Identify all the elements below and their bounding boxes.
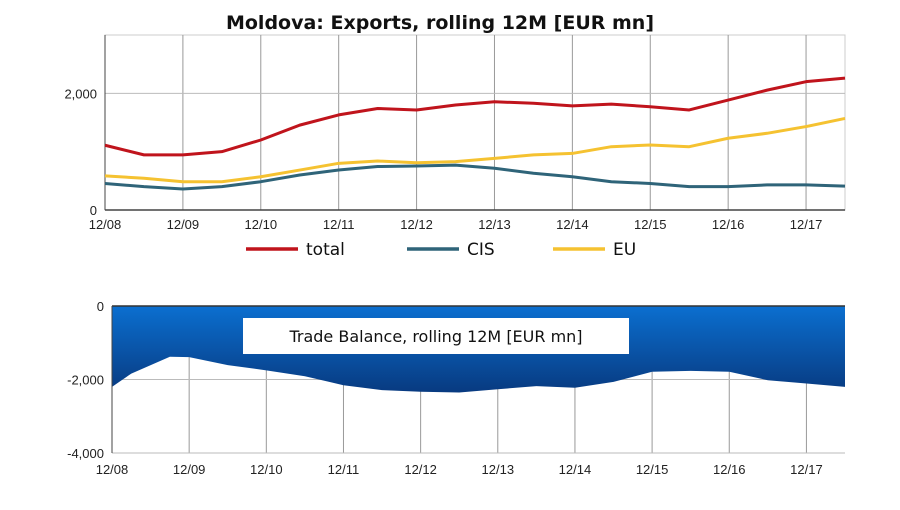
x-tick-label: 12/13 (482, 462, 515, 477)
series-line-total (104, 76, 846, 157)
series-line-cis (104, 163, 846, 191)
legend-label-eu: EU (613, 240, 636, 260)
annotation-box (243, 318, 629, 354)
x-tick-label: 12/13 (478, 217, 511, 232)
y-tick-label: 0 (90, 203, 97, 218)
legend-label-cis: CIS (467, 240, 495, 260)
trade-balance-title: Trade Balance, rolling 12M [EUR mn] (288, 327, 582, 346)
x-tick-label: 12/08 (96, 462, 129, 477)
legend-label-total: total (306, 240, 345, 260)
x-tick-label: 12/17 (790, 462, 823, 477)
y-tick-label: -2,000 (67, 373, 104, 388)
x-tick-label: 12/16 (712, 217, 745, 232)
plot-area (104, 34, 846, 211)
y-tick-label: -4,000 (67, 446, 104, 461)
x-tick-label: 12/17 (790, 217, 823, 232)
x-tick-label: 12/12 (404, 462, 437, 477)
x-tick-label: 12/10 (245, 217, 278, 232)
exports-chart-title: Moldova: Exports, rolling 12M [EUR mn] (226, 12, 654, 34)
x-tick-label: 12/11 (323, 217, 355, 232)
x-tick-label: 12/15 (636, 462, 669, 477)
x-tick-label: 12/08 (89, 217, 122, 232)
x-tick-label: 12/12 (400, 217, 433, 232)
x-tick-label: 12/09 (167, 217, 200, 232)
x-tick-label: 12/16 (713, 462, 746, 477)
x-tick-label: 12/14 (556, 217, 589, 232)
x-tick-label: 12/09 (173, 462, 206, 477)
x-tick-label: 12/15 (634, 217, 667, 232)
series-line-eu (104, 116, 846, 184)
y-tick-label: 2,000 (64, 86, 97, 101)
x-tick-label: 12/10 (250, 462, 283, 477)
x-tick-label: 12/14 (559, 462, 592, 477)
x-tick-label: 12/11 (328, 462, 360, 477)
y-tick-label: 0 (97, 299, 104, 314)
